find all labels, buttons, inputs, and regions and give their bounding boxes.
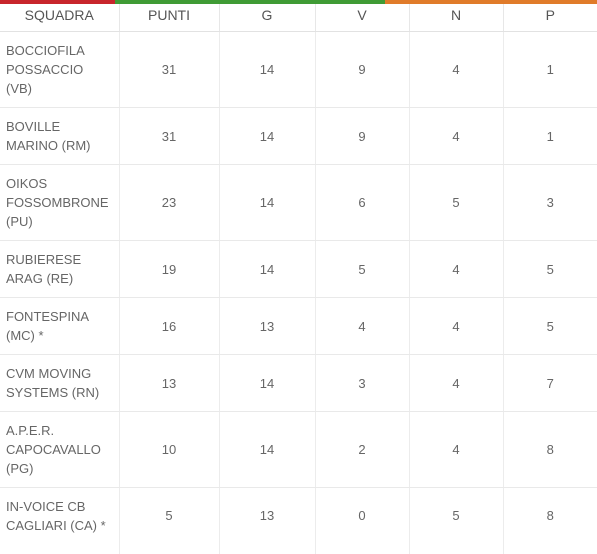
- cell-punti: 5: [119, 488, 219, 554]
- accent-orange-segment: [385, 0, 597, 4]
- table-row: FONTESPINA(MC) * 16 13 4 4 5: [0, 298, 597, 355]
- col-header-punti[interactable]: PUNTI: [119, 2, 219, 32]
- cell-punti: 10: [119, 412, 219, 488]
- cell-n: 5: [409, 165, 503, 241]
- cell-n: 4: [409, 412, 503, 488]
- cell-n: 5: [409, 488, 503, 554]
- cell-g: 14: [219, 241, 315, 298]
- cell-v: 5: [315, 241, 409, 298]
- cell-v: 4: [315, 298, 409, 355]
- table-header: SQUADRA PUNTI G V N P: [0, 2, 597, 32]
- cell-p: 1: [503, 108, 597, 165]
- cell-p: 8: [503, 488, 597, 554]
- accent-green-segment: [115, 0, 385, 4]
- col-header-p[interactable]: P: [503, 2, 597, 32]
- cell-punti: 19: [119, 241, 219, 298]
- col-header-v[interactable]: V: [315, 2, 409, 32]
- team-name: FONTESPINA(MC) *: [0, 298, 119, 355]
- cell-p: 7: [503, 355, 597, 412]
- cell-punti: 23: [119, 165, 219, 241]
- cell-v: 6: [315, 165, 409, 241]
- accent-red-segment: [0, 0, 115, 4]
- cell-p: 5: [503, 241, 597, 298]
- cell-g: 14: [219, 412, 315, 488]
- cell-p: 1: [503, 32, 597, 108]
- cell-n: 4: [409, 241, 503, 298]
- color-accent-bar: [0, 0, 597, 4]
- cell-punti: 16: [119, 298, 219, 355]
- header-row: SQUADRA PUNTI G V N P: [0, 2, 597, 32]
- cell-g: 14: [219, 165, 315, 241]
- cell-punti: 31: [119, 32, 219, 108]
- cell-p: 5: [503, 298, 597, 355]
- cell-punti: 13: [119, 355, 219, 412]
- cell-v: 9: [315, 32, 409, 108]
- cell-p: 8: [503, 412, 597, 488]
- cell-p: 3: [503, 165, 597, 241]
- team-name: A.P.E.R.CAPOCAVALLO(PG): [0, 412, 119, 488]
- cell-g: 14: [219, 108, 315, 165]
- cell-g: 14: [219, 32, 315, 108]
- cell-v: 2: [315, 412, 409, 488]
- cell-v: 0: [315, 488, 409, 554]
- cell-g: 13: [219, 488, 315, 554]
- cell-g: 13: [219, 298, 315, 355]
- cell-punti: 31: [119, 108, 219, 165]
- cell-n: 4: [409, 108, 503, 165]
- cell-v: 9: [315, 108, 409, 165]
- col-header-n[interactable]: N: [409, 2, 503, 32]
- cell-n: 4: [409, 298, 503, 355]
- col-header-g[interactable]: G: [219, 2, 315, 32]
- cell-v: 3: [315, 355, 409, 412]
- col-header-squadra[interactable]: SQUADRA: [0, 2, 119, 32]
- cell-g: 14: [219, 355, 315, 412]
- table-row: A.P.E.R.CAPOCAVALLO(PG) 10 14 2 4 8: [0, 412, 597, 488]
- cell-n: 4: [409, 32, 503, 108]
- cell-n: 4: [409, 355, 503, 412]
